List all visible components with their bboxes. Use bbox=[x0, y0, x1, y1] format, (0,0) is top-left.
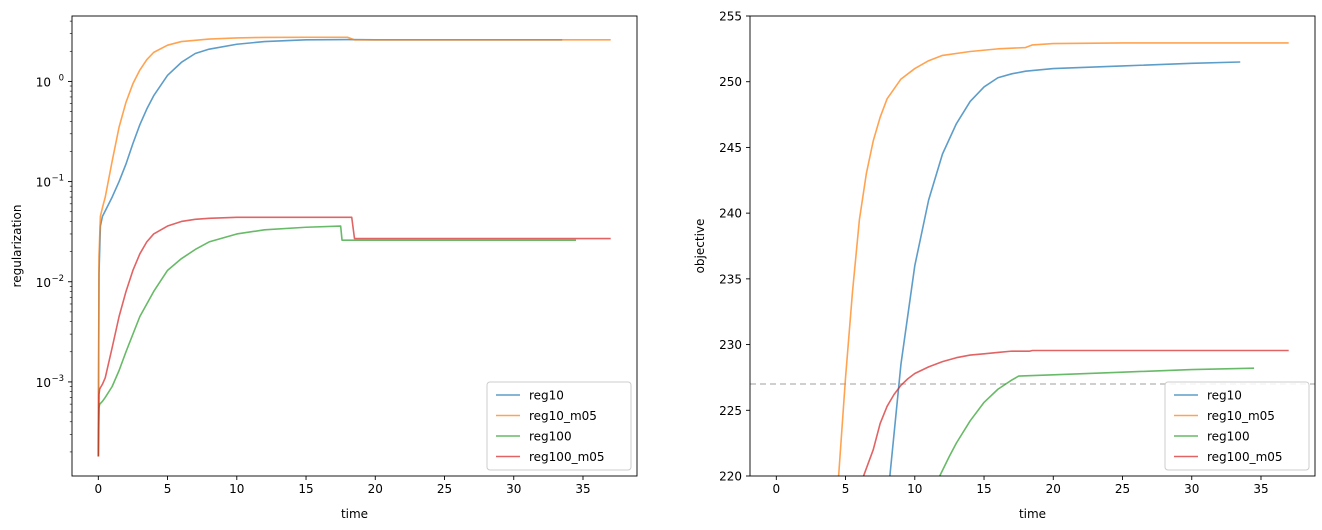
x-tick-label: 10 bbox=[907, 482, 922, 496]
y-tick-label: 10 bbox=[36, 75, 51, 89]
x-tick-label: 30 bbox=[506, 482, 521, 496]
x-tick-label: 20 bbox=[368, 482, 383, 496]
legend-box bbox=[1164, 381, 1310, 471]
series-line-reg100 bbox=[939, 367, 1255, 476]
x-tick-label: 35 bbox=[1253, 482, 1268, 496]
x-tick-label: 15 bbox=[298, 482, 313, 496]
legend-label: reg10_m05 bbox=[1207, 409, 1275, 423]
y-tick-label: 225 bbox=[719, 404, 742, 418]
y-tick-label: 10 bbox=[36, 176, 51, 190]
legend-label: reg10 bbox=[529, 389, 564, 403]
x-tick-label: 20 bbox=[1046, 482, 1061, 496]
y-tick-exponent: −1 bbox=[51, 174, 64, 184]
series-line-reg100 bbox=[97, 225, 577, 457]
y-tick-label: 235 bbox=[719, 272, 742, 286]
x-tick-label: 10 bbox=[229, 482, 244, 496]
x-tick-label: 0 bbox=[94, 482, 102, 496]
x-axis-label: time bbox=[1019, 507, 1046, 521]
y-tick-label: 220 bbox=[719, 470, 742, 484]
right-chart-objective: 0 5 10 15 20 25 30 35 220 225 230 235 240 245 250 255 ti… bbox=[693, 10, 1316, 521]
series-line-reg10-m05 bbox=[837, 42, 1289, 476]
legend-label: reg100_m05 bbox=[529, 450, 605, 464]
y-tick-label: 10 bbox=[36, 376, 51, 390]
y-tick-exponent: −2 bbox=[51, 274, 64, 284]
y-tick-label: 245 bbox=[719, 141, 742, 155]
y-axis-label: objective bbox=[693, 219, 707, 274]
x-tick-label: 0 bbox=[772, 482, 780, 496]
series-line-reg100-m05 bbox=[862, 349, 1289, 476]
x-tick-label: 15 bbox=[976, 482, 991, 496]
plot-frame bbox=[71, 15, 638, 477]
legend-label: reg100 bbox=[529, 430, 572, 444]
x-tick-label: 35 bbox=[575, 482, 590, 496]
x-tick-label: 5 bbox=[164, 482, 172, 496]
y-tick-label: 240 bbox=[719, 207, 742, 221]
x-tick-label: 25 bbox=[1115, 482, 1130, 496]
legend-label: reg10_m05 bbox=[529, 409, 597, 423]
y-tick-label: 10 bbox=[36, 276, 51, 290]
legend-label: reg100 bbox=[1207, 430, 1250, 444]
legend-label: reg10 bbox=[1207, 389, 1242, 403]
x-tick-label: 25 bbox=[437, 482, 452, 496]
series-line-reg10 bbox=[889, 61, 1241, 476]
y-axis-label: regularization bbox=[10, 205, 24, 288]
x-tick-label: 30 bbox=[1184, 482, 1199, 496]
legend: reg10 reg10_m05 reg100 reg100_m05 bbox=[1164, 381, 1310, 471]
y-tick-label: 255 bbox=[719, 10, 742, 24]
x-axis-label: time bbox=[341, 507, 368, 521]
y-tick-exponent: −3 bbox=[51, 374, 64, 384]
series-line-reg10-m05 bbox=[97, 36, 611, 457]
legend: reg10 reg10_m05 reg100 reg100_m05 bbox=[486, 381, 632, 471]
x-tick-label: 5 bbox=[842, 482, 850, 496]
y-tick-label: 250 bbox=[719, 75, 742, 89]
plot-frame bbox=[749, 15, 1316, 477]
y-tick-exponent: 0 bbox=[59, 73, 64, 83]
series-line-reg100-m05 bbox=[97, 216, 611, 457]
legend-box bbox=[486, 381, 632, 471]
y-tick-label: 230 bbox=[719, 338, 742, 352]
legend-label: reg100_m05 bbox=[1207, 450, 1283, 464]
